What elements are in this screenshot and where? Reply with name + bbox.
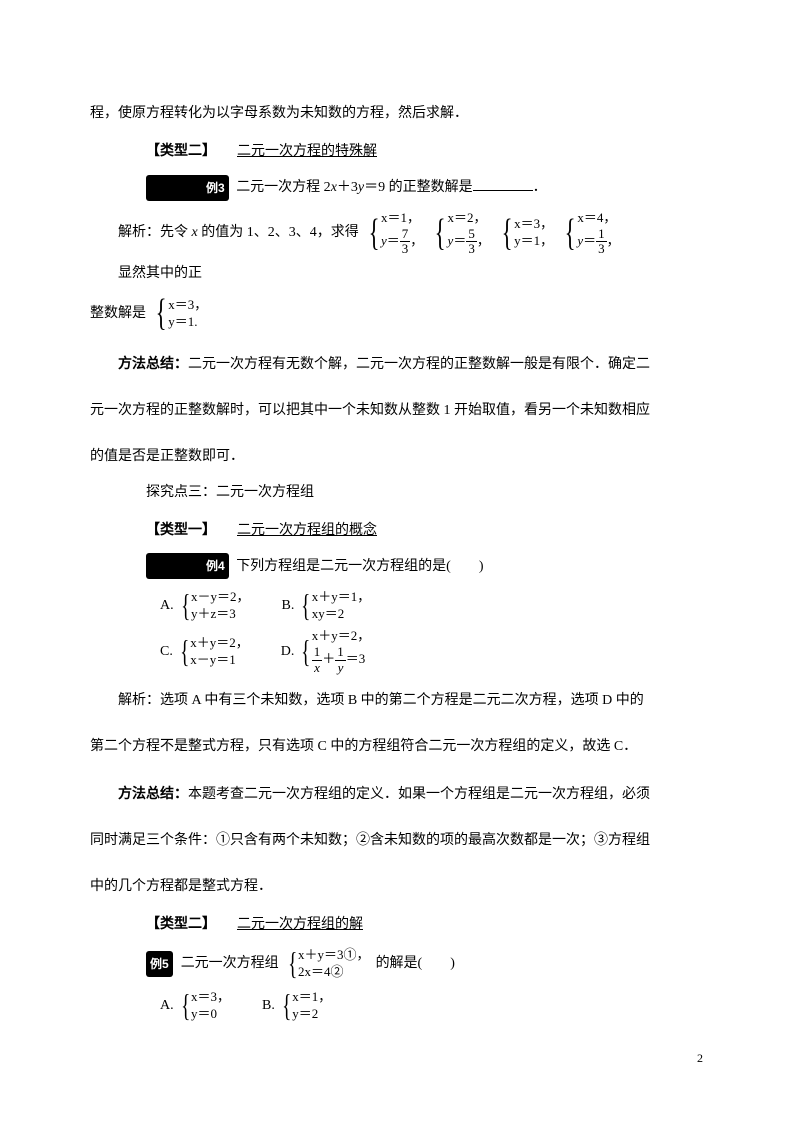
ex3-an-a: 先令 [160,225,192,240]
type2b-tag: 【类型二】 [146,915,216,931]
type2a-summary-2: 元一次方程的正整数解时，可以把其中一个未知数从整数 1 开始取值，看另一个未知数… [90,397,703,425]
int-top: x＝3， [168,297,207,314]
ex5A-bot: y＝0 [191,1006,230,1023]
sol-group-1: { x＝1， y＝73， [365,210,424,256]
sol3-bot: y＝1， [514,233,553,250]
blank-field [473,177,533,191]
sol4-n: 1 [596,227,607,242]
sum-a1: 二元一次方程有无数个解，二元一次方程的正整数解一般是有限个．确定二 [188,357,650,372]
page-number: 2 [697,1049,703,1067]
ex5-option-a: A. { x＝3， y＝0 [160,989,232,1023]
sol1-top: x＝1， [381,210,423,227]
ex5-post: 的解是( ) [376,950,455,978]
ex5B-bot: y＝2 [292,1006,331,1023]
example5-problem: 例5 二元一次方程组 { x＋y＝3①， 2x＝4② 的解是( ) [146,947,703,981]
int-bot: y＝1. [168,314,207,331]
ex5-pre: 二元一次方程组 [181,950,279,978]
summary-label-a: 方法总结： [118,355,188,371]
sum-b1: 本题考查二元一次方程组的定义．如果一个方程组是二元一次方程组，必须 [188,787,650,802]
example4-problem: 例4 下列方程组是二元一次方程组的是( ) [90,553,703,581]
type1b-summary-3: 中的几个方程都是整式方程． [90,873,703,901]
ex3-text-a: 二元一次方程 2 [236,180,331,195]
sol1-d: 3 [400,242,411,256]
sol-group-2: { x＝2， y＝53， [431,210,490,256]
ex4-options-row2: C. { x＋y＝2， x－y＝1 D. { x＋y＝2， 1x＋1y＝3 [160,628,703,674]
type2a-tag: 【类型二】 [146,142,216,158]
optD-top: x＋y＝2， [312,628,371,645]
sol-group-4: { x＝4， y＝13， [561,210,620,256]
ex4-analysis-2: 第二个方程不是整式方程，只有选项 C 中的方程组符合二元一次方程组的定义，故选 … [90,733,703,761]
ex3-int-solution: 整数解是 { x＝3， y＝1. [90,296,703,330]
optC-bot: x－y＝1 [190,652,249,669]
ex5-sys-top: x＋y＝3①， [298,947,370,964]
optB-top: x＋y＝1， [312,589,371,606]
type2a-title: 二元一次方程的特殊解 [237,144,377,159]
optA-bot: y＋z＝3 [191,606,250,623]
option-b: B. { x＋y＝1， xy＝2 [282,589,373,623]
analysis-label: 解析： [118,225,160,240]
ex4-an-label: 解析： [118,693,160,708]
type1b-tag: 【类型一】 [146,521,216,537]
option-a: A. { x－y＝2， y＋z＝3 [160,589,252,623]
sol4-top: x＝4， [577,210,619,227]
ex3-an-b: 的值为 1、2、3、4，求得 [198,225,359,240]
summary-label-b: 方法总结： [118,785,188,801]
sol1-n: 7 [400,227,411,242]
ex5B-top: x＝1， [292,989,331,1006]
ex4-text: 下列方程组是二元一次方程组的是( ) [236,559,483,574]
point3-title: 探究点三：二元一次方程组 [90,479,703,507]
ex4-an1: 选项 A 中有三个未知数，选项 B 中的第二个方程是二元二次方程，选项 D 中的 [160,693,644,708]
optA-top: x－y＝2， [191,589,250,606]
sol3-top: x＝3， [514,216,553,233]
option-c: C. { x＋y＝2， x－y＝1 [160,635,251,669]
ex5-options-row1: A. { x＝3， y＝0 B. { x＝1， y＝2 [160,989,703,1023]
type1b-title: 二元一次方程组的概念 [237,523,377,538]
ex3-analysis-line: 解析：先令 x 的值为 1、2、3、4，求得 { x＝1， y＝73， { x＝… [118,210,703,288]
type1b-heading: 【类型一】 二元一次方程组的概念 [90,515,703,545]
intro-line: 程，使原方程转化为以字母系数为未知数的方程，然后求解． [90,100,703,128]
ex3-an-tail: 显然其中的正 [118,260,202,288]
ex5-option-b: B. { x＝1， y＝2 [262,989,333,1023]
type2a-summary-3: 的值是否是正整数即可． [90,443,703,471]
ex3-text-b: ＋3 [337,180,358,195]
type2b-title: 二元一次方程组的解 [237,917,363,932]
option-d: D. { x＋y＝2， 1x＋1y＝3 [281,628,373,674]
optB-bot: xy＝2 [312,606,371,623]
sol2-d: 3 [466,242,477,256]
optC-top: x＋y＝2， [190,635,249,652]
int-pre: 整数解是 [90,300,146,328]
ex4-options-row1: A. { x－y＝2， y＋z＝3 B. { x＋y＝1， xy＝2 [160,589,703,623]
ex3-text-c: ＝9 的正整数解是 [364,180,473,195]
ex5-sys-bot: 2x＝4② [298,964,370,981]
type2a-summary-1: 方法总结：二元一次方程有无数个解，二元一次方程的正整数解一般是有限个．确定二 [90,349,703,379]
example3-problem: 例3 二元一次方程 2x＋3y＝9 的正整数解是． [90,174,703,202]
sol2-top: x＝2， [448,210,490,227]
sol4-d: 3 [596,242,607,256]
example4-badge: 例4 [146,553,229,579]
sol2-n: 5 [466,227,477,242]
example5-badge: 例5 [146,951,173,977]
sol-group-3: { x＝3， y＝1， [498,216,553,250]
example3-badge: 例3 [146,175,229,201]
ex4-analysis-1: 解析：选项 A 中有三个未知数，选项 B 中的第二个方程是二元二次方程，选项 D… [90,687,703,715]
type1b-summary-2: 同时满足三个条件：①只含有两个未知数；②含未知数的项的最高次数都是一次；③方程组 [90,827,703,855]
type2a-heading: 【类型二】 二元一次方程的特殊解 [90,136,703,166]
type2b-heading: 【类型二】 二元一次方程组的解 [90,909,703,939]
ex5A-top: x＝3， [191,989,230,1006]
type1b-summary-1: 方法总结：本题考查二元一次方程组的定义．如果一个方程组是二元一次方程组，必须 [90,779,703,809]
